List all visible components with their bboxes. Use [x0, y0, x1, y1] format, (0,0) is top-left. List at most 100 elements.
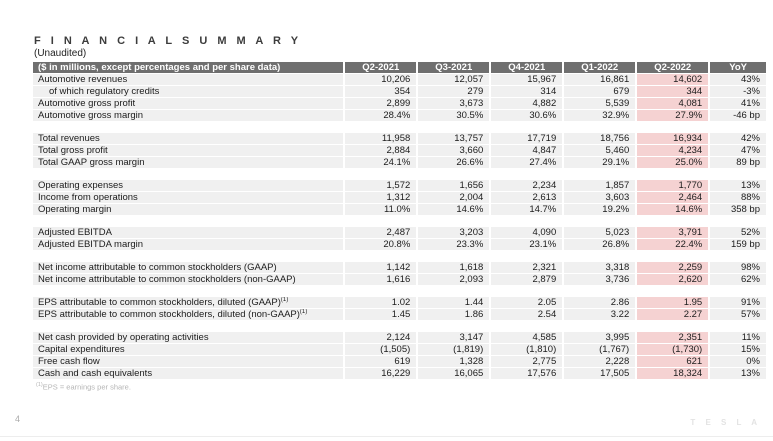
section-gap-row — [33, 286, 766, 296]
value-cell: 3,736 — [564, 274, 636, 285]
section-gap-cell — [33, 122, 766, 132]
page-title: F I N A N C I A L S U M M A R Y — [34, 35, 302, 47]
section-gap-cell — [33, 251, 766, 261]
row-label: Free cash flow — [33, 356, 344, 367]
value-cell: 1.45 — [345, 309, 417, 320]
value-cell: 47% — [710, 145, 766, 156]
value-cell-highlight: 3,791 — [637, 227, 709, 238]
value-cell: 23.3% — [418, 239, 490, 250]
value-cell: 679 — [564, 86, 636, 97]
value-cell-highlight: 16,934 — [637, 133, 709, 144]
table-row: EPS attributable to common stockholders,… — [33, 297, 766, 308]
table-row: Operating expenses 1,572 1,656 2,234 1,857 1,… — [33, 180, 766, 191]
footnote: (1)EPS = earnings per share. — [31, 382, 768, 392]
value-cell: 4,882 — [491, 98, 563, 109]
row-label: EPS attributable to common stockholders,… — [33, 297, 344, 308]
value-cell: 18,756 — [564, 133, 636, 144]
table-row: Income from operations 1,312 2,004 2,613 3,6… — [33, 192, 766, 203]
value-cell: 13% — [710, 180, 766, 191]
value-cell: 23.1% — [491, 239, 563, 250]
value-cell: 11% — [710, 332, 766, 343]
value-cell: 17,719 — [491, 133, 563, 144]
value-cell: 91% — [710, 297, 766, 308]
financial-summary-table-container: ($ in millions, except percentages and p… — [31, 61, 768, 392]
row-label: Operating margin — [33, 204, 344, 215]
row-label: Automotive revenues — [33, 74, 344, 85]
value-cell: 358 bp — [710, 204, 766, 215]
table-row: Net cash provided by operating activitie… — [33, 332, 766, 343]
value-cell: 314 — [491, 86, 563, 97]
value-cell: 17,576 — [491, 368, 563, 379]
section-gap-row — [33, 169, 766, 179]
value-cell: 2.54 — [491, 309, 563, 320]
value-cell: 354 — [345, 86, 417, 97]
value-cell-highlight: 2,259 — [637, 262, 709, 273]
row-label: Adjusted EBITDA margin — [33, 239, 344, 250]
table-row: of which regulatory credits 354 279 314 679 3… — [33, 86, 766, 97]
value-cell: 52% — [710, 227, 766, 238]
row-label: EPS attributable to common stockholders,… — [33, 309, 344, 320]
value-cell: 15% — [710, 344, 766, 355]
footer-divider — [0, 436, 773, 437]
value-cell: 3.22 — [564, 309, 636, 320]
value-cell: 1,142 — [345, 262, 417, 273]
value-cell: 3,660 — [418, 145, 490, 156]
value-cell: 15,967 — [491, 74, 563, 85]
value-cell: 2,613 — [491, 192, 563, 203]
value-cell: 2,093 — [418, 274, 490, 285]
value-cell: 3,603 — [564, 192, 636, 203]
value-cell: (1,505) — [345, 344, 417, 355]
value-cell: (1,810) — [491, 344, 563, 355]
value-cell: 3,147 — [418, 332, 490, 343]
value-cell: 1,656 — [418, 180, 490, 191]
value-cell: 1,572 — [345, 180, 417, 191]
table-header-row: ($ in millions, except percentages and p… — [33, 62, 766, 73]
value-cell: 16,861 — [564, 74, 636, 85]
row-label-superscript: (1) — [299, 309, 308, 315]
value-cell-highlight: 1,770 — [637, 180, 709, 191]
value-cell: 14.6% — [418, 204, 490, 215]
row-label: Total revenues — [33, 133, 344, 144]
value-cell-highlight: 18,324 — [637, 368, 709, 379]
value-cell: 13% — [710, 368, 766, 379]
table-header: ($ in millions, except percentages and p… — [33, 62, 766, 73]
value-cell: 3,203 — [418, 227, 490, 238]
row-label: Net cash provided by operating activitie… — [33, 332, 344, 343]
footnote-superscript: (1) — [36, 382, 43, 388]
table-row: Net income attributable to common stockh… — [33, 262, 766, 273]
value-cell: 62% — [710, 274, 766, 285]
value-cell: 2,004 — [418, 192, 490, 203]
value-cell: 2,124 — [345, 332, 417, 343]
column-header: YoY — [710, 62, 766, 73]
value-cell: -46 bp — [710, 110, 766, 121]
table-row: EPS attributable to common stockholders,… — [33, 309, 766, 320]
value-cell: 3,995 — [564, 332, 636, 343]
value-cell-highlight: 2.27 — [637, 309, 709, 320]
value-cell: 26.6% — [418, 157, 490, 168]
value-cell: 57% — [710, 309, 766, 320]
column-header: Q2-2021 — [345, 62, 417, 73]
value-cell: 619 — [345, 356, 417, 367]
value-cell: 28.4% — [345, 110, 417, 121]
row-label: of which regulatory credits — [33, 86, 344, 97]
value-cell: (1,819) — [418, 344, 490, 355]
value-cell: 24.1% — [345, 157, 417, 168]
column-header: Q4-2021 — [491, 62, 563, 73]
table-row: Adjusted EBITDA 2,487 3,203 4,090 5,023 3,791… — [33, 227, 766, 238]
value-cell: 26.8% — [564, 239, 636, 250]
value-cell-highlight: 344 — [637, 86, 709, 97]
value-cell: 10,206 — [345, 74, 417, 85]
table-label-header: ($ in millions, except percentages and p… — [33, 62, 344, 73]
value-cell: 2,884 — [345, 145, 417, 156]
section-gap-cell — [33, 169, 766, 179]
value-cell: 1.44 — [418, 297, 490, 308]
row-label: Automotive gross margin — [33, 110, 344, 121]
value-cell-highlight: 621 — [637, 356, 709, 367]
value-cell: 30.6% — [491, 110, 563, 121]
value-cell-highlight: 25.0% — [637, 157, 709, 168]
value-cell: 41% — [710, 98, 766, 109]
value-cell: 159 bp — [710, 239, 766, 250]
column-header: Q2-2022 — [637, 62, 709, 73]
value-cell: 42% — [710, 133, 766, 144]
page-subtitle: (Unaudited) — [34, 48, 87, 59]
